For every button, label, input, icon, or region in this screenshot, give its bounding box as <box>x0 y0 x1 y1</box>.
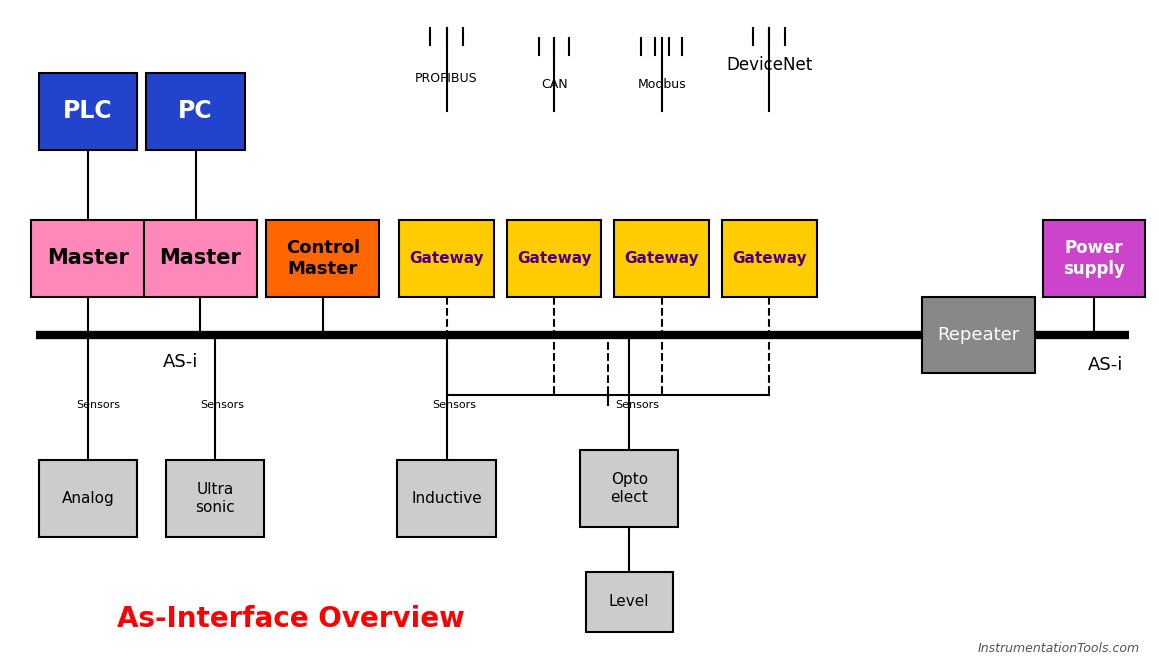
FancyBboxPatch shape <box>614 220 709 297</box>
FancyBboxPatch shape <box>267 220 379 297</box>
FancyBboxPatch shape <box>398 460 496 537</box>
Text: Inductive: Inductive <box>411 491 482 506</box>
FancyBboxPatch shape <box>166 460 264 537</box>
Text: Control
Master: Control Master <box>286 239 360 277</box>
Text: PC: PC <box>178 99 213 123</box>
FancyBboxPatch shape <box>580 450 678 527</box>
Text: PROFIBUS: PROFIBUS <box>415 72 478 84</box>
FancyBboxPatch shape <box>146 73 245 150</box>
Text: Modbus: Modbus <box>637 78 686 91</box>
Text: Sensors: Sensors <box>76 400 121 410</box>
FancyBboxPatch shape <box>1043 220 1145 297</box>
FancyBboxPatch shape <box>144 220 257 297</box>
Text: Sensors: Sensors <box>615 400 659 410</box>
Text: Sensors: Sensors <box>201 400 245 410</box>
Text: Sensors: Sensors <box>432 400 476 410</box>
FancyBboxPatch shape <box>39 73 137 150</box>
Text: Master: Master <box>159 249 241 268</box>
FancyBboxPatch shape <box>921 297 1035 373</box>
Text: Gateway: Gateway <box>625 251 699 266</box>
Text: Opto
elect: Opto elect <box>611 472 648 505</box>
Text: Gateway: Gateway <box>731 251 807 266</box>
FancyBboxPatch shape <box>31 220 145 297</box>
Text: Gateway: Gateway <box>409 251 483 266</box>
Text: Power
supply: Power supply <box>1063 239 1125 277</box>
Text: InstrumentationTools.com: InstrumentationTools.com <box>978 643 1140 655</box>
FancyBboxPatch shape <box>39 460 137 537</box>
FancyBboxPatch shape <box>585 572 672 632</box>
Text: Gateway: Gateway <box>517 251 591 266</box>
Text: As-Interface Overview: As-Interface Overview <box>117 604 465 632</box>
Text: Master: Master <box>48 249 129 268</box>
Text: CAN: CAN <box>541 78 568 91</box>
Text: DeviceNet: DeviceNet <box>726 56 812 74</box>
Text: PLC: PLC <box>64 99 112 123</box>
FancyBboxPatch shape <box>506 220 602 297</box>
FancyBboxPatch shape <box>399 220 494 297</box>
Text: Repeater: Repeater <box>938 326 1020 344</box>
FancyBboxPatch shape <box>722 220 817 297</box>
Text: AS-i: AS-i <box>163 352 198 371</box>
Text: Analog: Analog <box>61 491 115 506</box>
Text: Ultra
sonic: Ultra sonic <box>196 482 235 515</box>
Text: AS-i: AS-i <box>1088 356 1123 374</box>
Text: Level: Level <box>608 594 649 610</box>
